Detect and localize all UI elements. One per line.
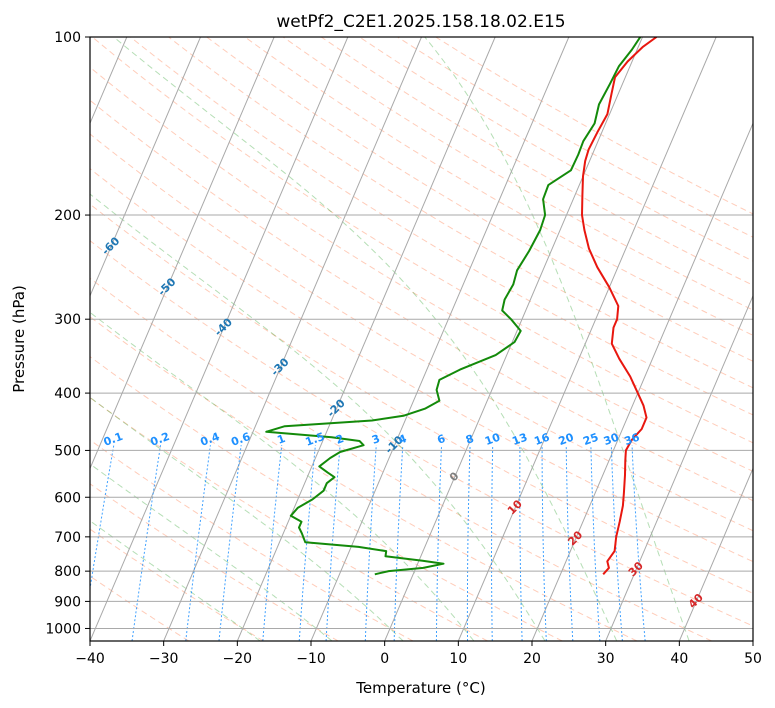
x-tick-label: 30 xyxy=(597,651,615,667)
mixing-ratio-label: 6 xyxy=(435,432,447,447)
mixing-ratio-label: 1.5 xyxy=(304,430,327,449)
mixing-ratio-label: 10 xyxy=(483,431,502,449)
chart-title: wetPf2_C2E1.2025.158.18.02.E15 xyxy=(276,12,565,32)
mixing-ratio-label: 36 xyxy=(623,431,642,449)
y-axis-title: Pressure (hPa) xyxy=(10,285,28,393)
dewpoint-profile-line xyxy=(265,37,642,576)
dry-adiabat xyxy=(168,37,753,389)
dry-adiabat xyxy=(91,37,753,444)
moist-adiabat xyxy=(90,463,333,641)
mixing-ratio-label: 30 xyxy=(602,431,621,449)
mixing-ratio-label: 0.1 xyxy=(102,430,125,449)
plot-frame xyxy=(89,36,754,642)
x-tick-label: 50 xyxy=(744,651,762,667)
x-tick-label: −10 xyxy=(296,651,326,667)
dry-adiabat xyxy=(90,240,753,627)
x-tick-label: −30 xyxy=(149,651,179,667)
isotherm-line xyxy=(310,37,570,641)
mixing-ratio-label: 8 xyxy=(464,432,476,447)
dry-adiabat xyxy=(90,528,264,641)
mixing-ratio-line xyxy=(218,445,242,641)
isotherm-line xyxy=(90,37,201,298)
mixing-ratio-line xyxy=(631,445,646,641)
dry-adiabat xyxy=(90,277,712,641)
dry-adiabat xyxy=(90,99,753,502)
mixing-ratio-label: 13 xyxy=(510,431,529,448)
mixing-ratio-label: 2 xyxy=(334,432,346,447)
y-tick-label: 800 xyxy=(54,564,81,580)
moist-adiabat xyxy=(90,520,261,641)
mixing-ratio-label: 4 xyxy=(397,432,409,447)
x-axis-ticks: −40 −30 −20 −10 0 10 20 30 40 50 xyxy=(75,641,762,667)
y-axis-ticks: 100 200 300 400 500 600 700 800 900 1000 xyxy=(45,30,90,637)
dry-adiabat xyxy=(90,483,339,641)
x-tick-label: 10 xyxy=(449,651,467,667)
isotherm-line xyxy=(384,37,643,641)
y-tick-label: 300 xyxy=(54,312,81,328)
y-tick-label: 600 xyxy=(54,490,81,506)
mixing-ratio-line xyxy=(262,445,283,641)
x-tick-label: 20 xyxy=(523,651,541,667)
x-axis-title: Temperature (°C) xyxy=(355,679,485,697)
y-tick-label: 400 xyxy=(54,386,81,402)
background-lines xyxy=(90,37,753,641)
dry-adiabat xyxy=(90,316,638,641)
dry-adiabat xyxy=(282,37,753,311)
dry-adiabat xyxy=(90,356,563,641)
y-tick-label: 500 xyxy=(54,443,81,459)
dry-adiabat xyxy=(90,133,753,532)
isotherm-line xyxy=(163,37,422,641)
isotherm-line xyxy=(678,467,753,641)
dry-adiabat xyxy=(130,37,753,416)
isotherm-line xyxy=(457,37,717,641)
x-tick-label: 40 xyxy=(670,651,688,667)
dry-adiabat xyxy=(90,203,753,594)
isotherm-line xyxy=(531,122,753,641)
mixing-ratio-label: 1 xyxy=(275,432,287,447)
mixing-ratio-label: 0.4 xyxy=(199,430,222,449)
mixing-ratio-label: 20 xyxy=(557,431,576,449)
moist-adiabat xyxy=(90,396,404,641)
plot-area xyxy=(90,37,753,641)
moist-adiabat xyxy=(90,193,546,641)
moist-adiabat xyxy=(113,37,618,641)
series-layer xyxy=(265,37,658,576)
mixing-ratio-line xyxy=(131,445,161,641)
mixing-ratio-label: 0.2 xyxy=(149,430,172,449)
temperature-profile-line xyxy=(581,37,658,575)
dry-adiabat xyxy=(244,37,753,336)
x-tick-label: 0 xyxy=(380,651,389,667)
y-tick-label: 100 xyxy=(54,30,81,46)
mixing-ratio-label: 25 xyxy=(581,431,600,448)
mixing-ratio-label: 16 xyxy=(532,431,551,449)
isotherm-line xyxy=(90,37,349,641)
isotherm-line xyxy=(90,37,275,470)
mixing-ratio-line xyxy=(90,445,115,592)
y-tick-label: 1000 xyxy=(45,621,81,637)
x-tick-label: −40 xyxy=(75,651,105,667)
moist-adiabat xyxy=(90,311,475,641)
isotherm-line xyxy=(236,37,496,641)
mixing-ratio-label: 3 xyxy=(370,432,382,447)
y-tick-label: 200 xyxy=(54,208,81,224)
mixing-ratio-label: 0.6 xyxy=(229,430,252,449)
y-tick-label: 700 xyxy=(54,530,81,546)
x-tick-label: −20 xyxy=(223,651,253,667)
isotherm-line xyxy=(605,294,753,641)
y-tick-label: 900 xyxy=(54,594,81,610)
mixing-ratio-line xyxy=(185,445,211,641)
moist-adiabat xyxy=(424,37,690,641)
